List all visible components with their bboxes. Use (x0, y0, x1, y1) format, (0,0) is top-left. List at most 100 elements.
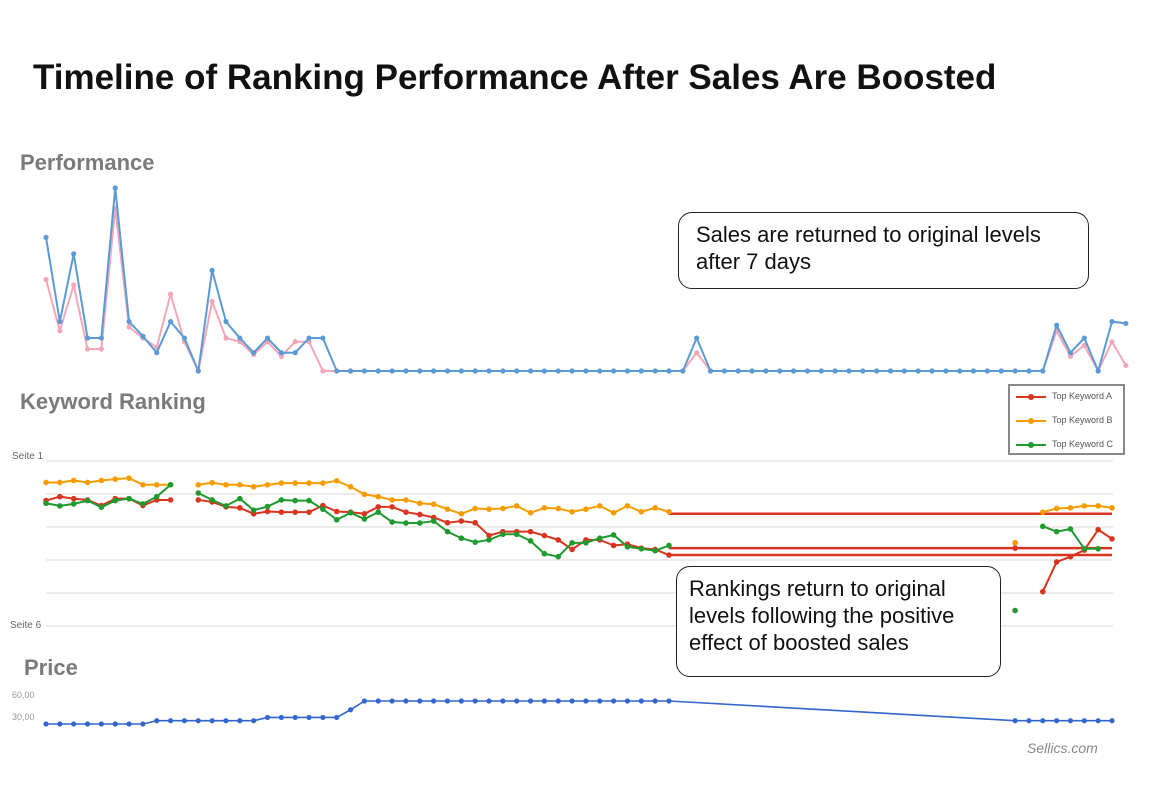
ranking-point (1067, 505, 1074, 511)
price-point (611, 698, 617, 704)
price-point (514, 698, 520, 704)
ranking-point (333, 508, 340, 515)
ranking-point (306, 497, 312, 504)
performance-point (763, 368, 769, 374)
performance-point (611, 368, 617, 374)
ranking-point (361, 511, 368, 517)
page-title: Timeline of Ranking Performance After Sa… (33, 58, 997, 97)
ranking-point (403, 520, 409, 526)
ranking-point (472, 539, 478, 545)
ranking-point (264, 508, 271, 515)
performance-point (1123, 362, 1129, 369)
ranking-point (389, 519, 395, 525)
ytick-price-30: 30,00 (12, 712, 35, 722)
ranking-point (430, 518, 437, 524)
ranking-point (458, 511, 465, 517)
performance-point (652, 368, 658, 374)
price-point (1026, 718, 1032, 724)
performance-point (278, 353, 284, 359)
performance-point (167, 291, 174, 297)
performance-point (278, 350, 284, 356)
price-point (223, 718, 229, 724)
ranking-point (1067, 553, 1074, 560)
performance-point (154, 350, 160, 356)
performance-point (334, 368, 340, 374)
ranking-point (569, 546, 575, 553)
ranking-point (250, 483, 257, 490)
performance-point (874, 368, 880, 374)
ranking-point (264, 481, 271, 488)
price-chart (43, 698, 1115, 727)
price-point (541, 698, 547, 704)
ranking-point (112, 476, 119, 482)
price-point (527, 698, 534, 704)
price-point (652, 698, 658, 704)
performance-point (777, 368, 783, 374)
price-point (1081, 718, 1087, 724)
performance-point (1026, 368, 1032, 374)
performance-point (167, 318, 174, 325)
ytick-seite-1: Seite 1 (12, 451, 44, 462)
ranking-point (486, 537, 492, 543)
performance-point (1109, 318, 1115, 325)
performance-point (223, 318, 229, 325)
price-point (347, 707, 354, 713)
ranking-point (57, 479, 63, 486)
price-line (46, 700, 1112, 725)
ranking-point (347, 510, 354, 516)
price-point (71, 721, 77, 727)
performance-point (1081, 342, 1087, 348)
ranking-point (237, 495, 243, 502)
performance-point (209, 267, 215, 273)
price-point (458, 698, 464, 704)
performance-point (403, 368, 409, 374)
ranking-point (444, 528, 451, 535)
performance-point (292, 350, 298, 356)
ranking-point (306, 480, 312, 486)
price-point (237, 718, 243, 724)
ranking-point (153, 493, 160, 500)
ranking-point (486, 506, 492, 512)
price-point (84, 721, 91, 727)
ranking-point (57, 493, 63, 500)
ranking-point (666, 509, 672, 515)
ranking-point (126, 475, 132, 481)
performance-point (306, 335, 312, 341)
ranking-point (555, 537, 562, 543)
ranking-point (596, 503, 603, 509)
performance-point (541, 368, 547, 374)
ranking-point (555, 505, 562, 512)
performance-point (790, 368, 797, 374)
price-point (569, 698, 575, 704)
performance-point (57, 318, 63, 325)
ranking-point (403, 497, 409, 503)
price-point (472, 698, 478, 704)
price-point (292, 714, 298, 721)
price-point (638, 698, 644, 704)
price-point (1109, 718, 1115, 724)
performance-point (71, 282, 77, 288)
ranking-point (292, 497, 298, 504)
performance-point (666, 368, 672, 374)
ranking-point (389, 497, 395, 503)
performance-point (1095, 368, 1101, 374)
price-point (195, 718, 201, 724)
performance-point (126, 318, 132, 325)
performance-point (1123, 320, 1129, 327)
ranking-point (84, 479, 91, 486)
ranking-point (375, 493, 382, 500)
performance-point (472, 368, 478, 374)
ranking-point (1109, 505, 1115, 511)
ranking-point (1067, 526, 1074, 532)
ranking-point (569, 540, 575, 546)
ranking-point (541, 532, 548, 539)
performance-point (320, 335, 326, 341)
performance-point (292, 339, 298, 345)
performance-point (417, 368, 423, 374)
performance-point (735, 368, 741, 374)
performance-point (251, 350, 257, 356)
performance-point (749, 368, 755, 374)
performance-point (57, 328, 63, 334)
ranking-point (624, 544, 631, 550)
